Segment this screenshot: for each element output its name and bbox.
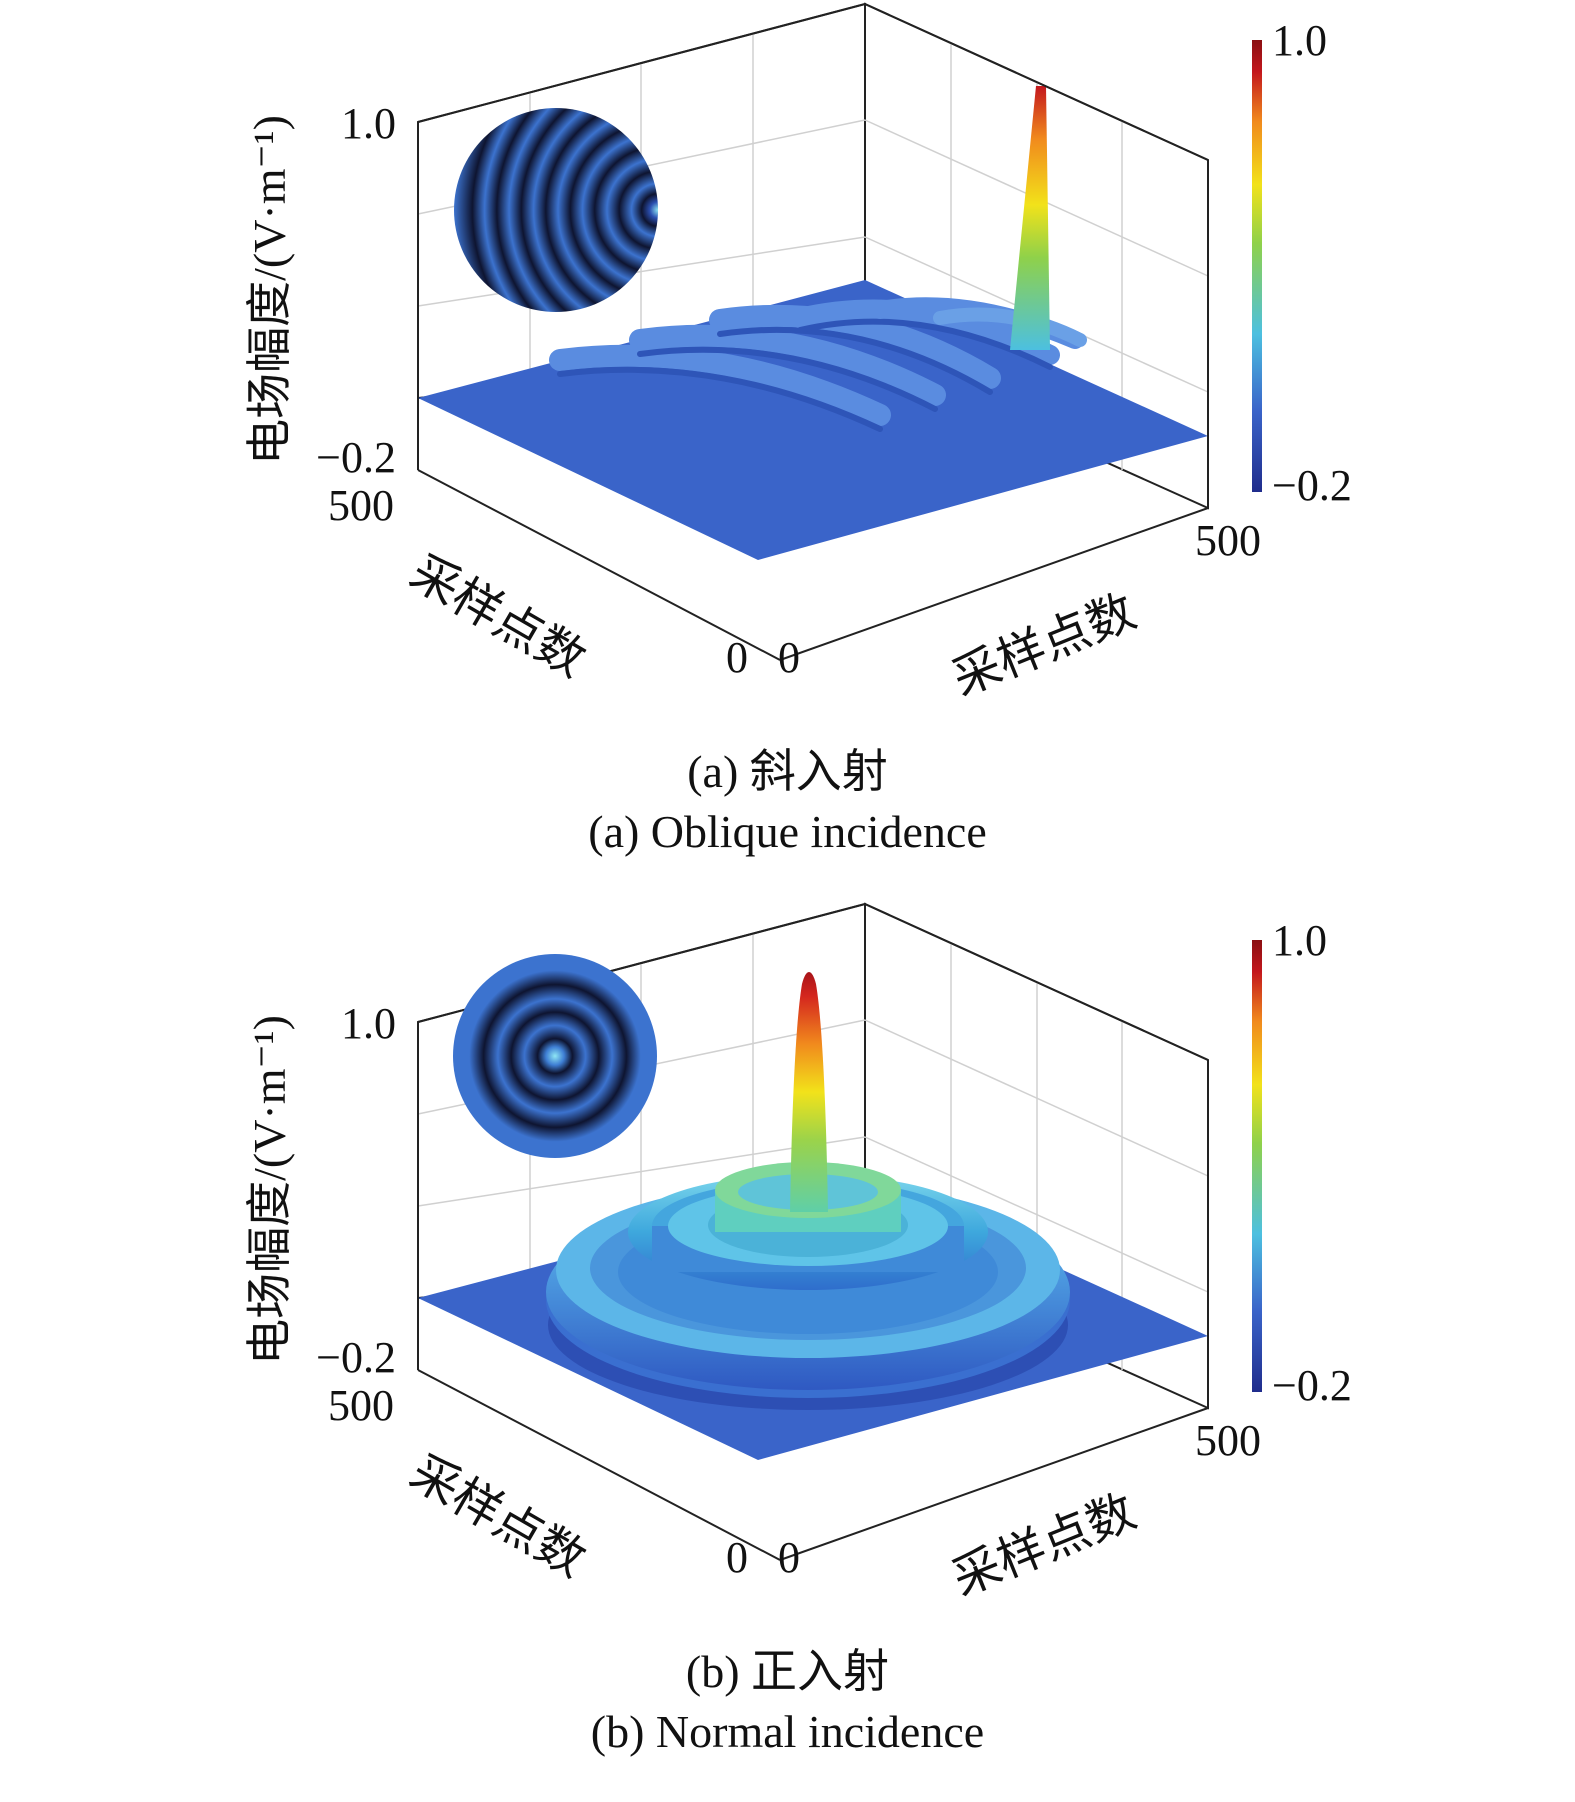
surface-ripples-a [549, 297, 1087, 432]
z-axis-label: 电场幅度/(V·m⁻¹) [244, 115, 295, 465]
colorbar-tick-bottom-b: −0.2 [1272, 1361, 1352, 1410]
caption-en-a: (a) Oblique incidence [588, 806, 987, 857]
colorbar-tick-bottom: −0.2 [1272, 461, 1352, 510]
front-axes [417, 3, 1209, 661]
y-tick-500: 500 [1195, 516, 1261, 565]
y-axis-label-b: 采样点数 [945, 1485, 1143, 1606]
x-tick-500-b: 500 [328, 1381, 394, 1430]
colorbar-a [1252, 40, 1262, 492]
colorbar-tick-top: 1.0 [1272, 16, 1327, 65]
y-tick-500-b: 500 [1195, 1416, 1261, 1465]
z-axis-label-b: 电场幅度/(V·m⁻¹) [244, 1015, 295, 1365]
colorbar-tick-top-b: 1.0 [1272, 916, 1327, 965]
x-tick-0-b: 0 [726, 1533, 748, 1582]
x-axis-label-b: 采样点数 [401, 1446, 594, 1588]
caption-en-b: (b) Normal incidence [590, 1706, 985, 1757]
y-axis-label: 采样点数 [945, 585, 1143, 706]
z-tick-top: 1.0 [341, 99, 396, 148]
y-tick-0-b: 0 [778, 1533, 800, 1582]
y-tick-0: 0 [778, 633, 800, 682]
z-tick-bottom-b: −0.2 [316, 1333, 396, 1382]
surface-plot-b: 1.0 −0.2 500 0 0 500 电场幅度/(V·m⁻¹) 采样点数 采… [244, 902, 1352, 1606]
z-tick-top-b: 1.0 [341, 999, 396, 1048]
front-axes-b [417, 903, 1209, 1561]
inset-pattern-b [453, 954, 657, 1158]
x-tick-0: 0 [726, 633, 748, 682]
surface-peak-a [1010, 86, 1050, 350]
surface-rings-b [546, 1162, 1070, 1398]
surface-peak-b [790, 972, 828, 1212]
panel-a: 1.0 −0.2 500 0 0 500 电场幅度/(V·m⁻¹) 采样点数 采… [0, 0, 1575, 900]
inset-pattern-a [454, 108, 658, 312]
surface-plot-a: 1.0 −0.2 500 0 0 500 电场幅度/(V·m⁻¹) 采样点数 采… [244, 2, 1352, 706]
caption-cn-b: (b) 正入射 [685, 1646, 890, 1697]
x-tick-500: 500 [328, 481, 394, 530]
panel-b: 1.0 −0.2 500 0 0 500 电场幅度/(V·m⁻¹) 采样点数 采… [0, 900, 1575, 1802]
colorbar-b [1252, 940, 1262, 1392]
x-axis-label: 采样点数 [401, 546, 594, 688]
caption-cn-a: (a) 斜入射 [687, 746, 888, 797]
z-tick-bottom: −0.2 [316, 433, 396, 482]
